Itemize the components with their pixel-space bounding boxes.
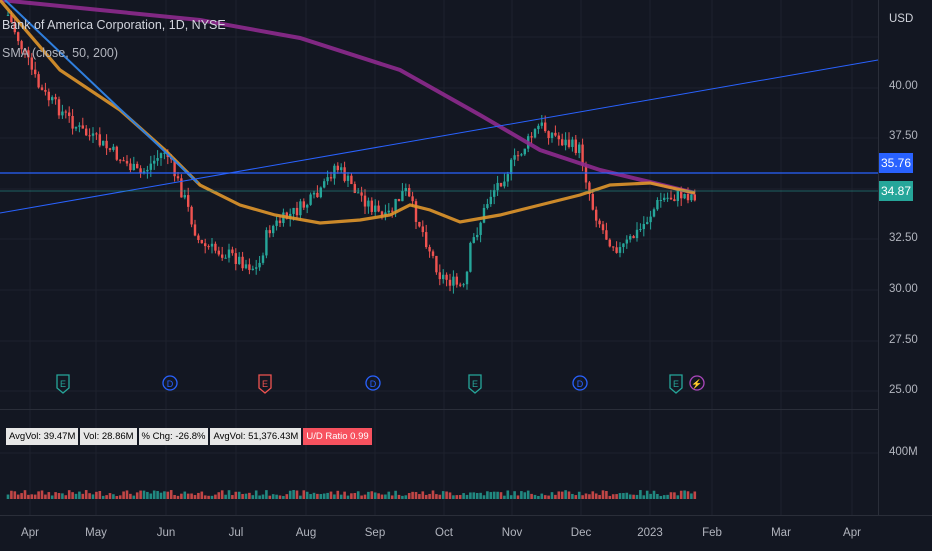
sma-50-line <box>0 0 696 225</box>
month-apr: Apr <box>21 527 39 539</box>
price-badge-34-87: 34.87 <box>879 181 913 201</box>
volume-tick: 400M <box>889 446 918 458</box>
svg-text:D: D <box>167 379 174 389</box>
candlesticks <box>6 10 696 294</box>
stat-avg-vol-total: AvgVol: 51,376.43M <box>210 428 302 445</box>
price-tick: 27.50 <box>889 334 918 346</box>
price-axis[interactable]: USD 40.00 37.50 32.50 30.00 27.50 25.00 … <box>878 0 932 515</box>
event-marker-earnings[interactable]: E <box>669 374 683 394</box>
price-badge-35-76: 35.76 <box>879 153 913 173</box>
event-markers: E D E D E D E ⚡ <box>56 374 705 394</box>
svg-text:⚡: ⚡ <box>691 378 702 390</box>
month-aug: Aug <box>295 527 317 539</box>
price-tick: 32.50 <box>889 232 918 244</box>
chart-area[interactable]: E D E D E D E ⚡ Bank of America Corporation, 1D… <box>0 0 879 515</box>
svg-text:D: D <box>370 379 377 389</box>
uptrend-line <box>0 59 879 214</box>
month-may: May <box>85 527 107 539</box>
month-nov: Nov <box>501 527 523 539</box>
month-jun: Jun <box>156 527 176 539</box>
svg-text:E: E <box>60 379 66 389</box>
year-2023: 2023 <box>637 527 663 539</box>
price-tick: 40.00 <box>889 80 918 92</box>
sma-200-line <box>0 0 696 195</box>
month-dec: Dec <box>570 527 592 539</box>
svg-text:D: D <box>577 379 584 389</box>
svg-text:E: E <box>673 379 679 389</box>
event-marker-dividend[interactable]: D <box>365 375 381 391</box>
svg-text:E: E <box>472 379 478 389</box>
event-marker-split-icon[interactable]: ⚡ <box>689 375 705 391</box>
month-apr-2: Apr <box>843 527 861 539</box>
time-axis[interactable] <box>0 515 932 551</box>
stat-pct-chg: % Chg: -26.8% <box>138 428 209 445</box>
event-marker-earnings[interactable]: E <box>258 374 272 394</box>
price-tick: 30.00 <box>889 283 918 295</box>
stat-ud-ratio: U/D Ratio 0.99 <box>303 428 372 445</box>
month-oct: Oct <box>435 527 453 539</box>
sma-legend[interactable]: SMA (close, 50, 200) <box>2 46 119 60</box>
price-tick: 37.50 <box>889 130 918 142</box>
price-chart[interactable]: E D E D E D E ⚡ <box>0 0 879 515</box>
event-marker-dividend[interactable]: D <box>572 375 588 391</box>
event-marker-earnings[interactable]: E <box>56 374 70 394</box>
volume-bars <box>6 490 697 499</box>
month-feb: Feb <box>702 527 722 539</box>
stat-avg-vol: AvgVol: 39.47M <box>6 428 79 445</box>
month-mar: Mar <box>771 527 791 539</box>
downtrend-line <box>4 0 199 184</box>
stats-bar: AvgVol: 39.47M Vol: 28.86M % Chg: -26.8%… <box>6 428 372 445</box>
currency-label: USD <box>889 13 914 25</box>
symbol-legend[interactable]: Bank of America Corporation, 1D, NYSE <box>2 18 226 32</box>
month-jul: Jul <box>228 527 244 539</box>
month-sep: Sep <box>364 527 386 539</box>
price-tick: 25.00 <box>889 384 918 396</box>
svg-text:E: E <box>262 379 268 389</box>
pane-divider[interactable] <box>0 409 878 410</box>
event-marker-dividend[interactable]: D <box>162 375 178 391</box>
event-marker-earnings[interactable]: E <box>468 374 482 394</box>
stat-vol: Vol: 28.86M <box>80 428 137 445</box>
